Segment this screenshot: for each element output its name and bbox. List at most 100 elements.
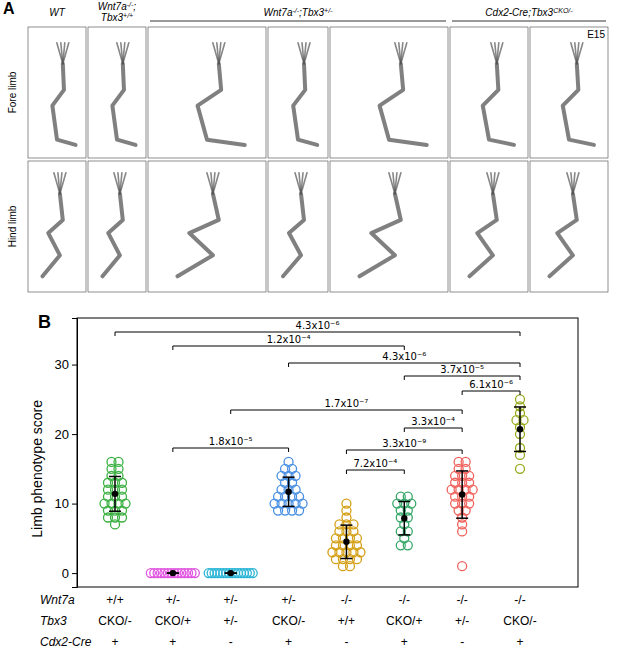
limb-sketch bbox=[178, 194, 219, 277]
group-bracket bbox=[150, 21, 446, 22]
point bbox=[291, 471, 300, 480]
limb-panel bbox=[268, 27, 328, 158]
digit-sketch bbox=[571, 43, 577, 64]
error-cap bbox=[398, 501, 410, 503]
genotype-label: -/- bbox=[456, 593, 467, 607]
error-cap bbox=[283, 506, 295, 508]
p-value: 3.7x10⁻⁵ bbox=[440, 364, 484, 375]
genotype-label: +/- bbox=[455, 614, 469, 628]
group-points bbox=[204, 569, 257, 578]
genotype-label: +/- bbox=[224, 614, 238, 628]
group-header: Wnt7a-/-;Tbx3+/+ bbox=[98, 1, 137, 24]
text-part: Cdx2-Cre;Tbx3 bbox=[485, 7, 553, 18]
limb-panel bbox=[148, 161, 266, 292]
genotype-label: CKO/+ bbox=[386, 614, 422, 628]
digit-sketch bbox=[577, 43, 583, 64]
digit-sketch bbox=[114, 173, 120, 194]
group-header: WT bbox=[49, 7, 65, 18]
point bbox=[468, 485, 477, 494]
y-tick-mark bbox=[72, 434, 77, 435]
genotype-label: -/- bbox=[341, 593, 352, 607]
genotype-label: CKO/- bbox=[272, 614, 305, 628]
point bbox=[516, 464, 525, 473]
limb-panel bbox=[330, 161, 448, 292]
point bbox=[403, 492, 412, 501]
panel-label: B bbox=[38, 312, 51, 332]
group-points bbox=[270, 457, 307, 515]
p-value: 1.7x10⁻⁷ bbox=[325, 398, 369, 409]
limb-panel bbox=[28, 161, 86, 292]
panel-frame bbox=[450, 161, 528, 292]
text-part: ;Tbx3 bbox=[299, 7, 324, 18]
panel-frame bbox=[148, 27, 266, 158]
bracket bbox=[173, 448, 289, 452]
panel-a: AWTWnt7a-/-;Tbx3+/+Wnt7a-/-;Tbx3+/-Cdx2-… bbox=[3, 0, 608, 292]
panel-frame bbox=[330, 161, 448, 292]
limb-sketch bbox=[550, 194, 577, 277]
y-tick-mark bbox=[72, 573, 77, 574]
limb-sketch bbox=[198, 64, 245, 145]
genotype-label: + bbox=[111, 635, 118, 649]
group-points bbox=[328, 499, 365, 571]
limb-sketch bbox=[103, 194, 123, 277]
digit-sketch bbox=[60, 173, 66, 194]
point bbox=[248, 569, 257, 578]
mean-point bbox=[285, 489, 291, 495]
limb-panel bbox=[450, 161, 528, 292]
point bbox=[458, 527, 467, 536]
limb-panel bbox=[88, 161, 146, 292]
digit-sketch bbox=[57, 43, 63, 64]
bracket bbox=[173, 346, 404, 350]
limb-panel bbox=[330, 27, 448, 158]
point bbox=[284, 457, 293, 466]
plot-frame bbox=[77, 318, 578, 587]
limb-sketch bbox=[293, 64, 317, 145]
limb-panel bbox=[28, 27, 86, 158]
text-part: ; bbox=[133, 1, 136, 12]
p-value: 7.2x10⁻⁴ bbox=[353, 458, 397, 469]
digit-sketch bbox=[401, 43, 407, 64]
digit-sketch bbox=[573, 173, 579, 194]
group-header: Cdx2-Cre;Tbx3CKO/- bbox=[485, 7, 573, 19]
y-tick-mark bbox=[72, 365, 77, 366]
digit-sketch bbox=[298, 43, 304, 64]
point bbox=[352, 541, 361, 550]
digit-sketch bbox=[301, 173, 307, 194]
panel-frame bbox=[28, 27, 86, 158]
limb-panel bbox=[530, 161, 608, 292]
bracket bbox=[115, 332, 520, 336]
digit-sketch bbox=[395, 43, 401, 64]
error-cap bbox=[514, 451, 526, 453]
panel-frame bbox=[28, 161, 86, 292]
mean-point bbox=[459, 491, 465, 497]
limb-sketch bbox=[52, 64, 75, 145]
error-cap bbox=[109, 510, 121, 512]
row-name: Tbx3 bbox=[40, 614, 67, 628]
digit-sketch bbox=[389, 173, 395, 194]
bracket bbox=[231, 410, 462, 414]
genotype-label: CKO/+ bbox=[155, 614, 191, 628]
genotype-label: -/- bbox=[399, 593, 410, 607]
genotype-label: CKO/- bbox=[98, 614, 131, 628]
error-cap bbox=[340, 524, 352, 526]
digit-sketch bbox=[213, 173, 219, 194]
panel-frame bbox=[268, 27, 328, 158]
group-header: Wnt7a-/-;Tbx3+/- bbox=[264, 7, 334, 19]
panel-frame bbox=[268, 161, 328, 292]
digit-sketch bbox=[219, 43, 225, 64]
text-part: Wnt7a bbox=[264, 7, 293, 18]
limb-panel bbox=[148, 27, 266, 158]
y-tick: 30 bbox=[55, 357, 77, 372]
error-cap bbox=[283, 476, 295, 478]
digit-sketch bbox=[395, 173, 401, 194]
error-cap bbox=[340, 558, 352, 560]
p-value: 3.3x10⁻⁴ bbox=[411, 416, 455, 427]
y-axis-title: Limb phenotype score bbox=[29, 400, 45, 538]
digit-sketch bbox=[497, 43, 503, 64]
point bbox=[291, 485, 300, 494]
genotype-label: +/- bbox=[281, 593, 295, 607]
point bbox=[356, 548, 365, 557]
panel-frame bbox=[148, 161, 266, 292]
limb-panel bbox=[88, 27, 146, 158]
point bbox=[295, 506, 304, 515]
